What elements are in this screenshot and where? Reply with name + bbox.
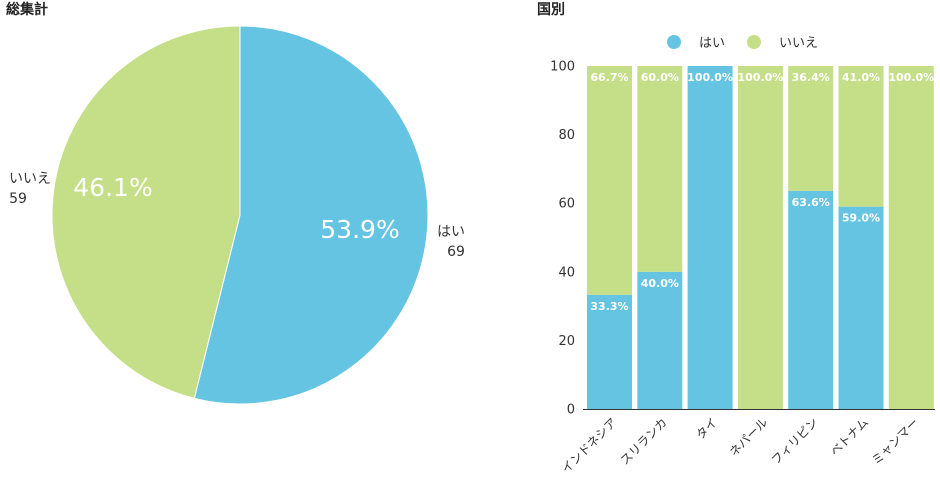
y-tick-label: 0 <box>567 403 575 418</box>
bar-value-label-no: 100.0% <box>737 71 783 84</box>
pie-slice-no <box>51 25 241 399</box>
pie-count-label-yes: 69 <box>447 244 465 260</box>
y-tick-label: 100 <box>550 60 575 75</box>
bar-segment-yes <box>587 294 632 409</box>
x-category-label: タイ <box>693 415 720 442</box>
bar-value-label-no: 41.0% <box>842 71 880 84</box>
legend-marker-yes <box>667 35 681 49</box>
pie-name-label-yes: はい <box>437 224 465 240</box>
x-category-label: ネパール <box>727 415 771 459</box>
stacked-bar-chart: 0 20 40 60 80 100 33.3% 66.7% インドネシア 40.0% 60.0% スリ… <box>550 35 936 476</box>
x-category-label: ベトナム <box>828 415 872 459</box>
bar-segment-yes <box>788 190 834 409</box>
y-tick-label: 60 <box>558 197 575 212</box>
pie-chart-title: 総集計 <box>6 2 48 18</box>
y-tick-label: 40 <box>558 265 575 280</box>
bar-value-label-yes: 59.0% <box>842 212 880 225</box>
x-category-label: スリランカ <box>618 415 670 467</box>
bar-segment-no <box>737 66 783 409</box>
bar-segment-no <box>637 66 683 272</box>
bar-value-label-yes: 63.6% <box>792 196 830 209</box>
bar-segment-yes <box>687 66 733 409</box>
pie-percent-label-no: 46.1% <box>73 173 152 202</box>
bar-value-label-yes: 40.0% <box>641 277 679 290</box>
bar-value-label-no: 36.4% <box>792 71 830 84</box>
x-category-label: フィリピン <box>769 415 821 467</box>
x-category-label: ミャンマー <box>869 415 921 467</box>
legend-marker-no <box>747 35 761 49</box>
legend-label-no: いいえ <box>779 36 818 51</box>
bar-value-label-yes: 33.3% <box>590 300 628 313</box>
bar-value-label-no: 66.7% <box>590 71 628 84</box>
bar-segment-no <box>587 66 632 295</box>
bar-chart-title: 国別 <box>537 2 565 18</box>
bar-segment-no <box>788 66 834 191</box>
legend-label-yes: はい <box>699 36 725 51</box>
bar-value-label-no: 60.0% <box>641 71 679 84</box>
pie-name-label-no: いいえ <box>9 171 51 187</box>
x-category-label: インドネシア <box>559 415 620 476</box>
y-tick-label: 20 <box>558 334 575 349</box>
y-tick-label: 80 <box>558 128 575 143</box>
bar-value-label-yes: 100.0% <box>687 71 733 84</box>
pie-percent-label-yes: 53.9% <box>320 215 399 244</box>
bar-segment-yes <box>637 271 683 409</box>
bar-segment-no <box>888 66 934 409</box>
pie-slice-yes <box>193 25 429 405</box>
pie-chart: 53.9% はい 69 46.1% いいえ 59 <box>9 25 465 405</box>
bar-segment-yes <box>838 206 884 409</box>
pie-count-label-no: 59 <box>9 191 27 207</box>
bar-value-label-no: 100.0% <box>888 71 934 84</box>
bar-segment-no <box>838 66 884 207</box>
